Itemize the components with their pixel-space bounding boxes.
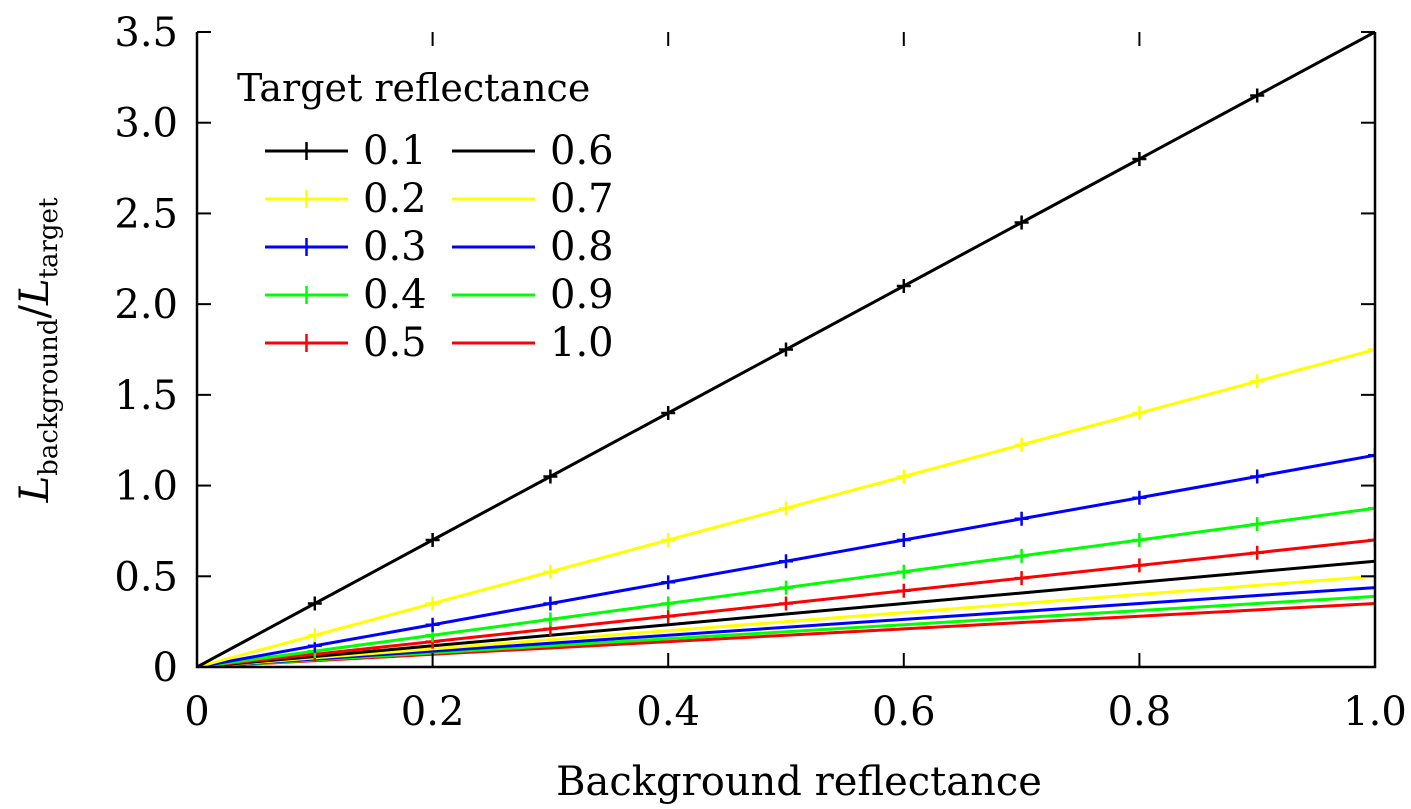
legend-label-0.8: 0.8 xyxy=(550,224,614,270)
data-point-marker xyxy=(1132,533,1147,547)
data-point-marker xyxy=(661,533,676,547)
x-tick-label: 0 xyxy=(184,689,209,735)
data-point-marker xyxy=(1368,448,1375,463)
data-point-marker xyxy=(1014,571,1029,586)
data-point-marker xyxy=(425,596,440,611)
data-point-marker xyxy=(661,609,676,624)
data-point-marker xyxy=(543,596,558,611)
y-tick-label: 1.0 xyxy=(114,464,178,510)
y-tick-label: 3.5 xyxy=(114,10,178,56)
series-line-0.8 xyxy=(197,586,1375,668)
data-point-marker xyxy=(896,583,911,598)
data-point-marker xyxy=(779,580,793,595)
data-point-marker xyxy=(779,342,793,357)
x-axis: 0 0.2 0.4 0.6 0.8 1.0 xyxy=(184,32,1407,735)
data-point-marker xyxy=(1250,88,1265,103)
data-point-marker xyxy=(1368,501,1375,516)
data-point-marker xyxy=(896,564,911,579)
data-point-marker xyxy=(307,628,322,643)
y-tick-label: 0 xyxy=(153,645,178,691)
y-tick-label: 1.5 xyxy=(114,373,178,419)
legend-label-0.7: 0.7 xyxy=(550,176,614,222)
plot-axes-frame xyxy=(195,32,1377,669)
data-point-marker xyxy=(661,406,676,420)
data-point-marker xyxy=(1132,406,1147,420)
legend-label-0.9: 0.9 xyxy=(550,272,614,318)
legend-label-0.4: 0.4 xyxy=(363,272,427,318)
data-point-marker xyxy=(1014,437,1029,452)
data-point-marker xyxy=(1014,215,1029,230)
data-point-marker xyxy=(1250,517,1265,532)
data-point-marker xyxy=(896,469,911,484)
y-axis-title-sub1: background xyxy=(34,319,64,476)
data-point-marker xyxy=(661,575,676,590)
legend-label-1.0: 1.0 xyxy=(550,320,614,366)
data-point-marker xyxy=(425,533,440,547)
y-tick-label: 2.5 xyxy=(114,191,178,237)
y-axis-title-sub2: target xyxy=(34,197,64,278)
legend-title: Target reflectance xyxy=(237,66,590,110)
x-tick-label: 0.2 xyxy=(401,689,465,735)
legend-label-0.1: 0.1 xyxy=(363,128,427,174)
legend-label-0.3: 0.3 xyxy=(363,224,427,270)
legend-label-0.6: 0.6 xyxy=(550,128,614,174)
data-point-marker xyxy=(543,469,558,484)
data-point-marker xyxy=(425,617,440,632)
data-point-marker xyxy=(779,554,793,569)
data-point-marker xyxy=(1250,545,1265,560)
legend-label-0.2: 0.2 xyxy=(363,176,427,222)
series-layer xyxy=(197,32,1375,668)
x-tick-label: 0.4 xyxy=(636,689,700,735)
x-tick-label: 1.0 xyxy=(1343,689,1407,735)
series-line-0.7 xyxy=(197,574,1375,668)
data-point-marker xyxy=(661,596,676,611)
data-point-marker xyxy=(1132,558,1147,573)
x-tick-label: 0.8 xyxy=(1108,689,1172,735)
x-tick-label: 0.6 xyxy=(872,689,936,735)
data-point-marker xyxy=(307,596,322,611)
y-axis-title-main-2: L xyxy=(12,278,58,306)
data-point-marker xyxy=(1014,511,1029,526)
y-tick-label: 2.0 xyxy=(114,282,178,328)
data-point-marker xyxy=(779,501,793,516)
data-point-marker xyxy=(1132,152,1147,166)
data-point-marker xyxy=(543,564,558,579)
data-point-marker xyxy=(1250,469,1265,484)
data-point-marker xyxy=(896,279,911,293)
x-axis-title: Background reflectance xyxy=(556,759,1042,805)
data-point-marker xyxy=(896,533,911,547)
data-point-marker xyxy=(543,612,558,627)
y-axis-title-main: L xyxy=(12,476,58,504)
y-axis-title-separator: / xyxy=(12,305,58,319)
y-axis-title: Lbackground/Ltarget xyxy=(12,197,64,503)
data-point-marker xyxy=(1014,548,1029,563)
data-point-marker xyxy=(1250,374,1265,389)
data-point-marker xyxy=(1368,533,1375,547)
legend-label-0.5: 0.5 xyxy=(363,320,427,366)
y-tick-label: 3.0 xyxy=(114,101,178,147)
legend: Target reflectance 0.10.20.30.40.5 0.60.7… xyxy=(237,66,614,366)
data-point-marker xyxy=(1368,342,1375,357)
data-point-marker xyxy=(1132,490,1147,505)
series-line-0.6 xyxy=(197,559,1375,668)
data-point-marker xyxy=(779,596,793,611)
y-axis: 0 0.5 1.0 1.5 2.0 2.5 3.0 3.5 xyxy=(114,10,1375,691)
y-tick-label: 0.5 xyxy=(114,554,178,600)
